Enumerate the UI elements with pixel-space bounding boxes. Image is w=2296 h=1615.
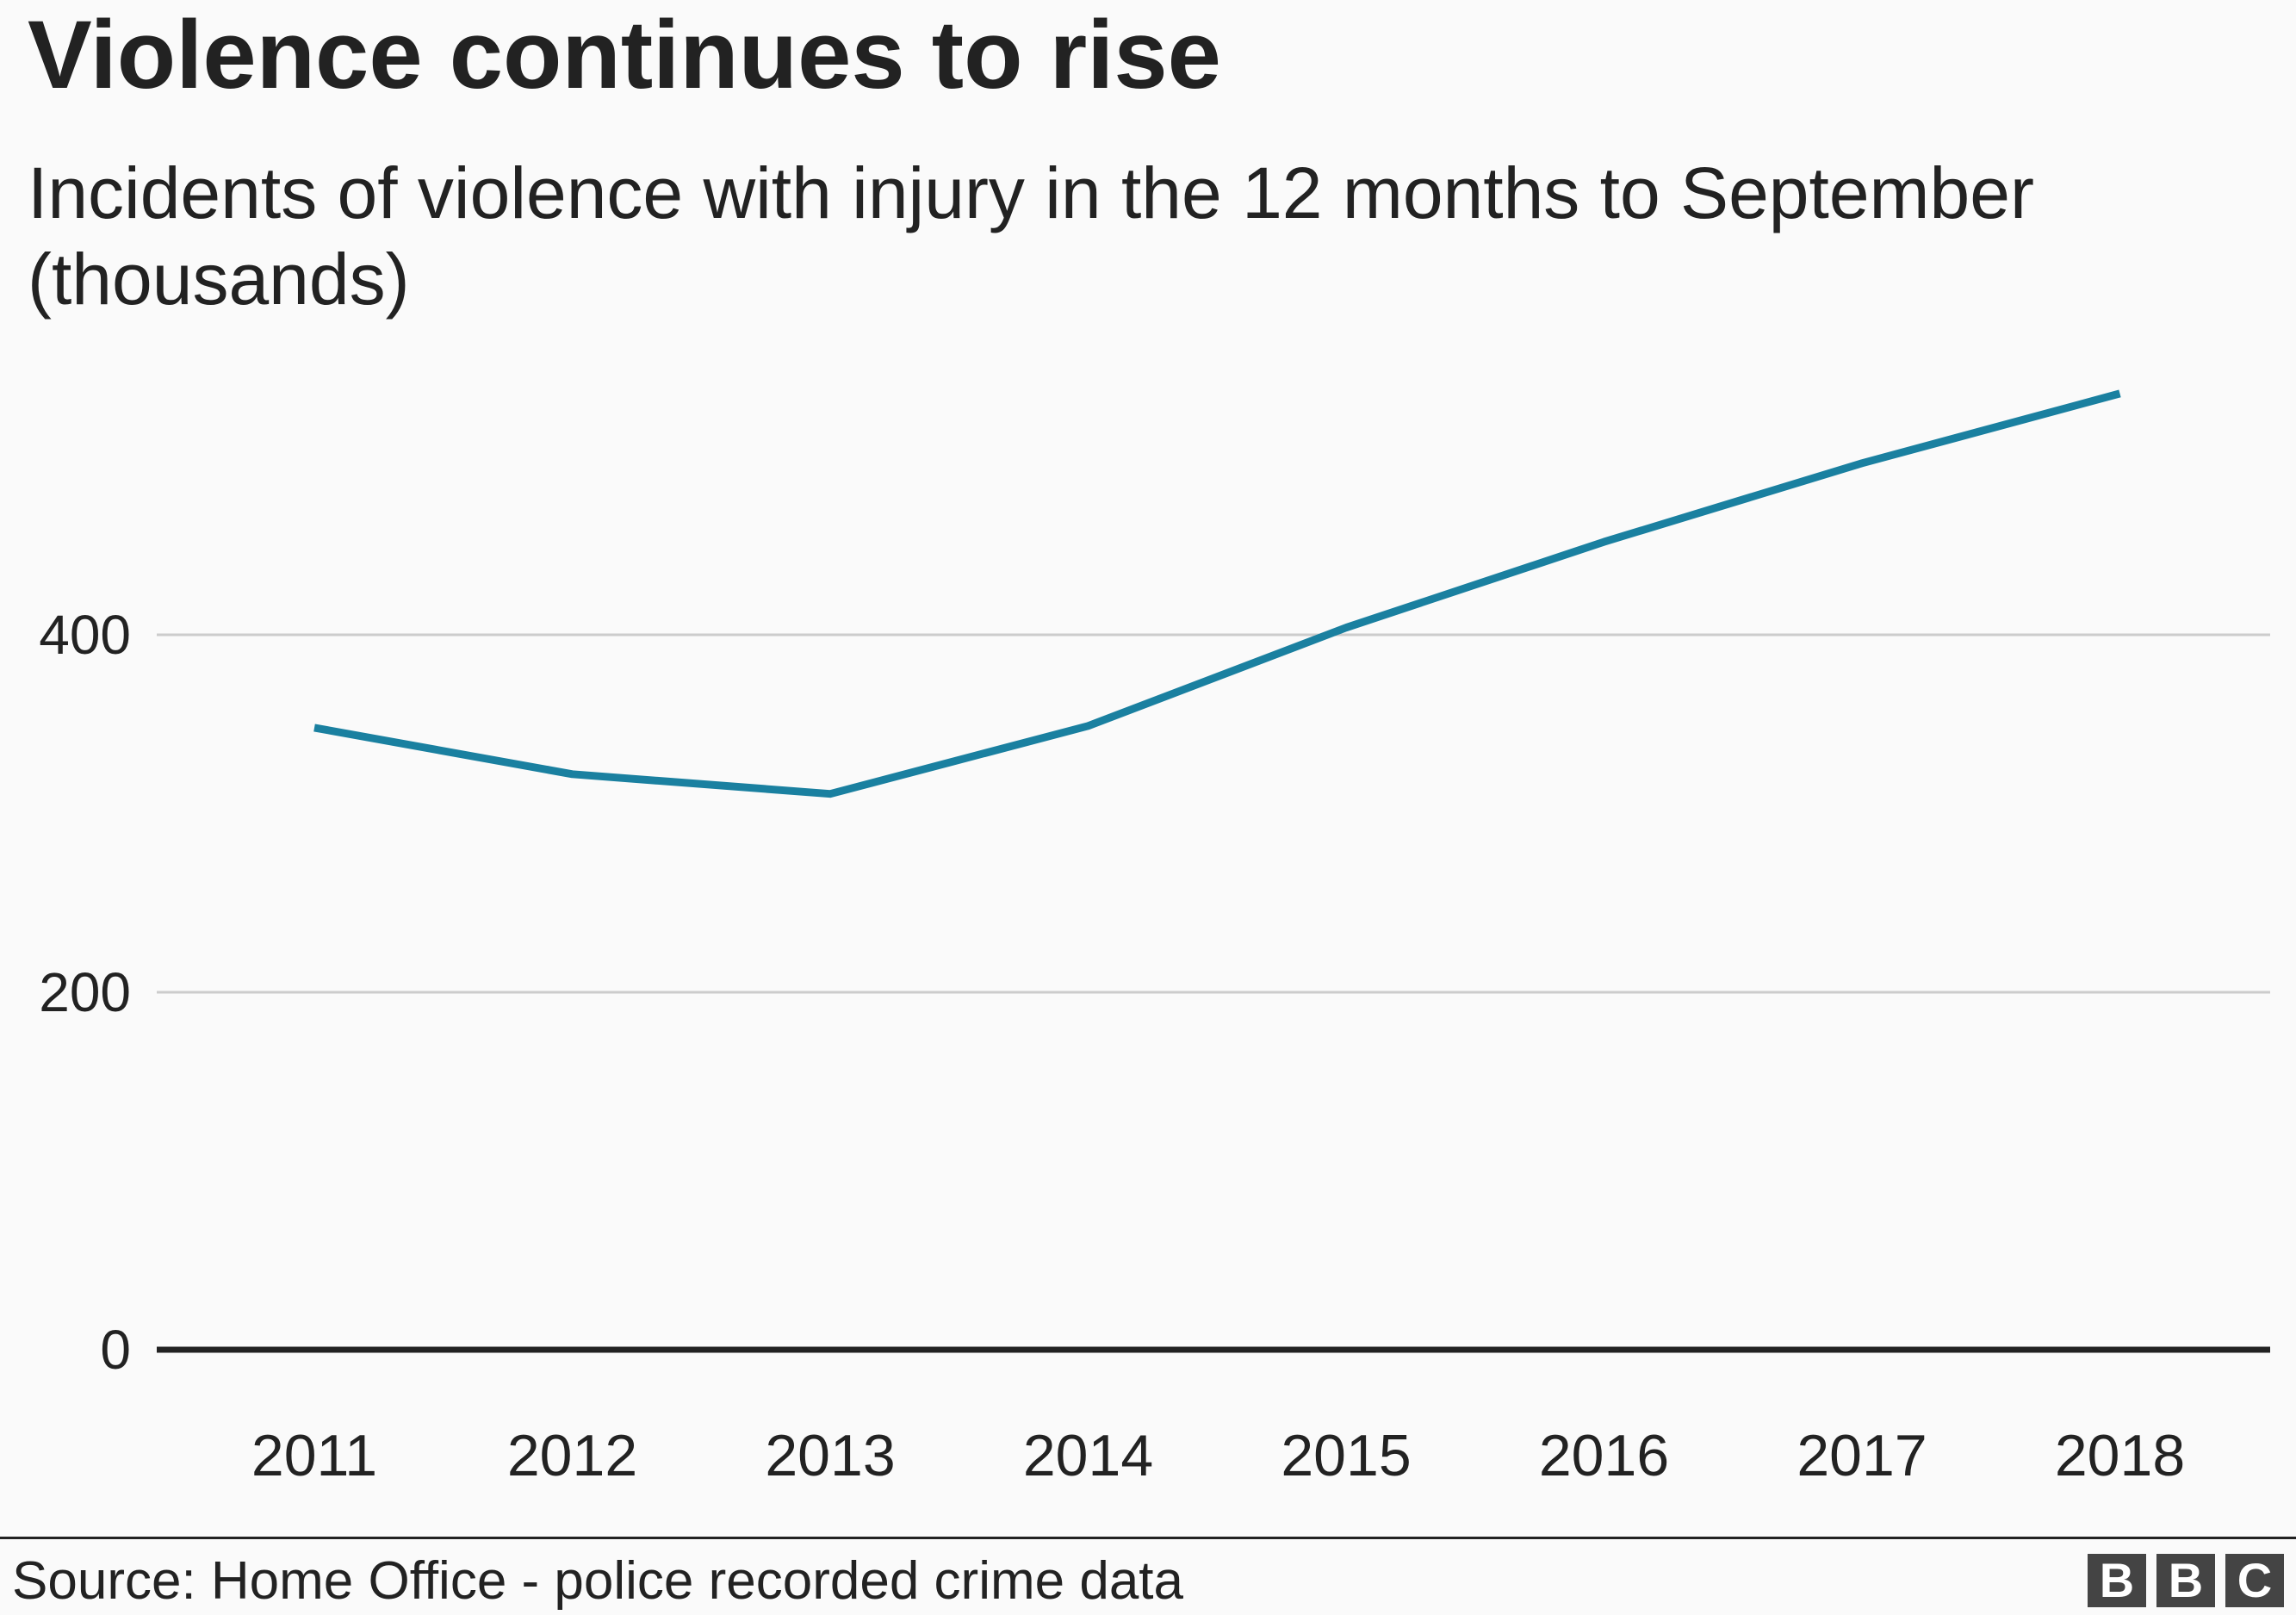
y-tick-label: 200 (39, 961, 131, 1023)
source-divider (0, 1537, 2296, 1539)
bbc-logo: B B C (2088, 1554, 2284, 1607)
series-line (313, 389, 2121, 798)
bbc-logo-letter: B (2088, 1554, 2146, 1607)
y-tick-label: 400 (39, 604, 131, 666)
chart-subtitle: Incidents of violence with injury in the… (28, 152, 2034, 320)
x-tick-label: 2013 (765, 1423, 895, 1488)
gridlines (157, 633, 2270, 1353)
x-axis-tick-labels: 2011 2012 2013 2014 2015 2016 2017 2018 (251, 1423, 2185, 1488)
y-tick-label: 0 (100, 1319, 131, 1381)
y-axis-tick-labels: 0 200 400 (39, 604, 131, 1381)
series-lines (313, 389, 2121, 798)
x-tick-label: 2018 (2055, 1423, 2185, 1488)
x-tick-label: 2011 (251, 1423, 377, 1488)
source-note: Source: Home Office - police recorded cr… (12, 1551, 1184, 1611)
x-tick-label: 2014 (1023, 1423, 1153, 1488)
x-tick-label: 2012 (507, 1423, 637, 1488)
chart-title: Violence continues to rise (28, 1, 1221, 109)
data-points (314, 394, 2120, 794)
x-tick-label: 2015 (1281, 1423, 1411, 1488)
x-tick-label: 2017 (1796, 1423, 1927, 1488)
x-tick-label: 2016 (1539, 1423, 1669, 1488)
bbc-logo-letter: C (2225, 1554, 2284, 1607)
bbc-logo-letter: B (2156, 1554, 2215, 1607)
